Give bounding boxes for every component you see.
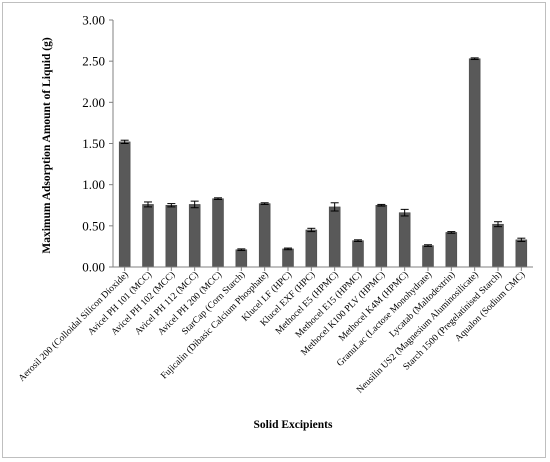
y-tick-label: 1.00	[82, 177, 105, 192]
x-axis-title: Solid Excipients	[254, 419, 333, 431]
bar	[188, 204, 201, 268]
y-axis-title: Maximum Adsorption Amount of Liquid (g)	[41, 37, 53, 253]
bar	[352, 240, 364, 268]
y-tick-label: 1.50	[82, 136, 105, 151]
bar	[305, 229, 318, 268]
y-tick-label: 2.50	[82, 54, 105, 69]
bar	[235, 249, 248, 268]
bar	[165, 205, 178, 268]
bars	[118, 57, 528, 268]
y-tick-label: 2.00	[82, 95, 105, 110]
bar	[142, 204, 154, 268]
bar	[468, 58, 481, 268]
chart-frame	[2, 2, 546, 458]
y-tick-label: 3.00	[82, 13, 105, 28]
y-tick-label: 0.00	[82, 260, 105, 275]
bar	[515, 239, 528, 268]
bar	[282, 248, 294, 268]
bar	[118, 141, 131, 268]
bar	[212, 198, 224, 268]
bar	[328, 206, 341, 268]
bar	[422, 245, 434, 268]
x-axis-tick-labels: Aerosil 200 (Colloidal Silicon Dioxide)A…	[16, 267, 527, 396]
bar	[375, 205, 388, 268]
bar	[492, 223, 504, 268]
bar	[445, 232, 458, 268]
bar	[258, 203, 271, 268]
y-axis-ticks: 0.00 0.50 1.00 1.50 2.00 2.50 3.00	[82, 13, 113, 275]
bar	[398, 212, 411, 268]
y-tick-label: 0.50	[82, 218, 105, 233]
